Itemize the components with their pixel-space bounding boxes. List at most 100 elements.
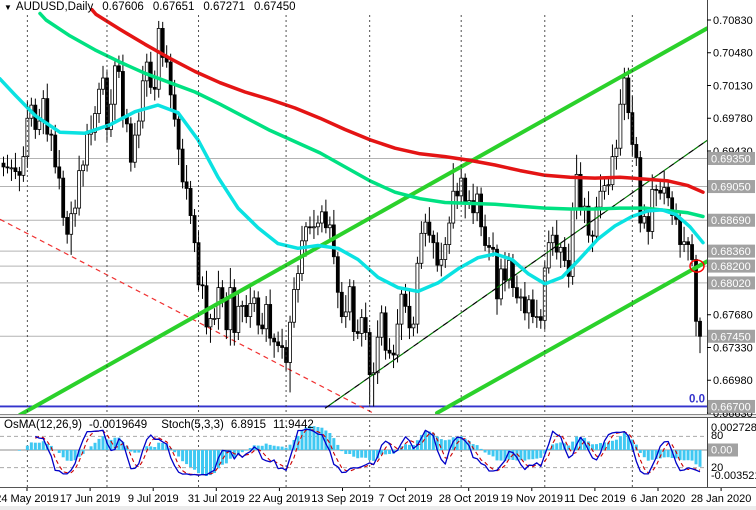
osma-histogram-bar bbox=[686, 450, 690, 461]
bottom-edge-strip bbox=[0, 506, 756, 510]
candle-body bbox=[180, 148, 185, 183]
candle-body bbox=[61, 177, 66, 218]
time-axis-area[interactable] bbox=[0, 488, 756, 506]
candle-body bbox=[1, 162, 6, 168]
osma-histogram-bar bbox=[181, 450, 185, 462]
date-tick-label: 24 May 2019 bbox=[0, 493, 59, 505]
candle-body bbox=[395, 323, 400, 356]
candle-body bbox=[359, 317, 364, 334]
candle-body bbox=[682, 241, 686, 245]
candle-body bbox=[503, 268, 507, 281]
osma-histogram-bar bbox=[495, 450, 499, 461]
osma-histogram-bar bbox=[177, 450, 181, 457]
osma-histogram-bar bbox=[579, 437, 583, 450]
osma-histogram-bar bbox=[559, 442, 563, 450]
candle-body bbox=[248, 303, 253, 318]
osma-histogram-bar bbox=[459, 436, 463, 450]
price-level-badge bbox=[708, 259, 755, 273]
candle-body bbox=[423, 221, 428, 234]
candle-body bbox=[642, 216, 647, 224]
candle-body bbox=[13, 167, 18, 172]
candle-body bbox=[323, 211, 328, 229]
candle-body bbox=[455, 190, 460, 197]
indicator-scale-label: 0.002728 bbox=[711, 422, 756, 434]
osma-histogram-bar bbox=[618, 436, 622, 450]
candle-body bbox=[574, 173, 579, 211]
osma-histogram-bar bbox=[109, 439, 113, 450]
candle-body bbox=[526, 299, 531, 314]
price-level-badge-label: 0.68020 bbox=[711, 278, 751, 290]
osma-histogram-bar bbox=[626, 434, 630, 450]
osma-histogram-bar bbox=[694, 450, 698, 465]
osma-histogram-bar bbox=[149, 446, 153, 450]
candle-body bbox=[670, 197, 675, 216]
osma-histogram-bar bbox=[93, 442, 97, 450]
osma-histogram-bar bbox=[547, 448, 551, 450]
candle-body bbox=[140, 80, 145, 122]
osma-histogram-bar bbox=[423, 431, 427, 450]
candle-body bbox=[658, 189, 663, 194]
osma-histogram-bar bbox=[240, 450, 244, 453]
stoch-label: Stoch(5,3,3) bbox=[161, 419, 224, 431]
candle-body bbox=[49, 133, 54, 136]
osma-histogram-bar bbox=[208, 450, 212, 476]
candle-body bbox=[176, 118, 181, 150]
date-tick-label: 7 Oct 2019 bbox=[379, 493, 433, 505]
candle-body bbox=[630, 112, 635, 145]
candle-body bbox=[634, 144, 639, 158]
close-value: 0.67450 bbox=[253, 1, 296, 13]
candle-body bbox=[515, 287, 519, 299]
osma-histogram-bar bbox=[527, 450, 531, 460]
candle-body bbox=[399, 293, 404, 325]
osma-histogram-bar bbox=[499, 450, 503, 461]
candle-body bbox=[554, 234, 559, 253]
osma-histogram-bar bbox=[33, 442, 37, 450]
symbol-dropdown-icon[interactable]: ▼ bbox=[4, 3, 12, 12]
candle-body bbox=[113, 65, 117, 105]
osma-histogram-bar bbox=[276, 446, 280, 450]
price-tick-label: 0.70830 bbox=[713, 15, 753, 27]
candle-body bbox=[479, 193, 484, 228]
ma-slow-red-line bbox=[90, 7, 705, 194]
candle-body bbox=[256, 297, 261, 326]
osma-histogram-bar bbox=[642, 450, 646, 458]
candle-body bbox=[678, 218, 682, 245]
main-chart-group bbox=[0, 7, 707, 414]
osma-histogram-bar bbox=[41, 441, 45, 450]
price-tick-label: 0.70130 bbox=[713, 80, 753, 92]
candle-body bbox=[109, 103, 113, 130]
fibo-zero-label: 0.0 bbox=[689, 393, 705, 405]
candle-body bbox=[244, 304, 249, 318]
candle-body bbox=[97, 88, 101, 114]
candle-body bbox=[451, 190, 456, 224]
candle-body bbox=[117, 65, 121, 72]
candle-body bbox=[152, 86, 157, 90]
osma-histogram-bar bbox=[121, 442, 125, 450]
osma-histogram-bar bbox=[515, 450, 519, 461]
date-tick-label: 31 Jul 2019 bbox=[188, 493, 245, 505]
candle-body bbox=[65, 217, 70, 235]
indicator-scale-label: 20 bbox=[711, 462, 723, 474]
window-separator[interactable] bbox=[0, 414, 756, 418]
osma-histogram-bar bbox=[25, 445, 29, 450]
candle-body bbox=[296, 273, 300, 290]
osma-histogram-bar bbox=[201, 450, 204, 475]
date-tick-label: 28 Jan 2020 bbox=[691, 493, 752, 505]
osma-histogram-bar bbox=[360, 450, 364, 458]
osma-histogram-bar bbox=[356, 450, 360, 459]
osma-histogram-bar bbox=[670, 450, 674, 458]
stoch-k-value: 6.8915 bbox=[230, 419, 267, 431]
osma-histogram-bar bbox=[17, 450, 21, 451]
candle-body bbox=[136, 120, 141, 136]
osma-histogram-bar bbox=[244, 450, 248, 451]
osma-histogram-bar bbox=[407, 444, 411, 450]
candle-body bbox=[121, 71, 125, 117]
osma-histogram-bar bbox=[630, 439, 634, 450]
osma-histogram-bar bbox=[264, 443, 268, 450]
high-value: 0.67651 bbox=[152, 1, 195, 13]
osma-histogram-bar bbox=[157, 442, 161, 450]
candle-body bbox=[686, 241, 690, 245]
osma-histogram-bar bbox=[535, 450, 539, 459]
candle-body bbox=[128, 123, 133, 163]
candle-body bbox=[57, 166, 62, 179]
